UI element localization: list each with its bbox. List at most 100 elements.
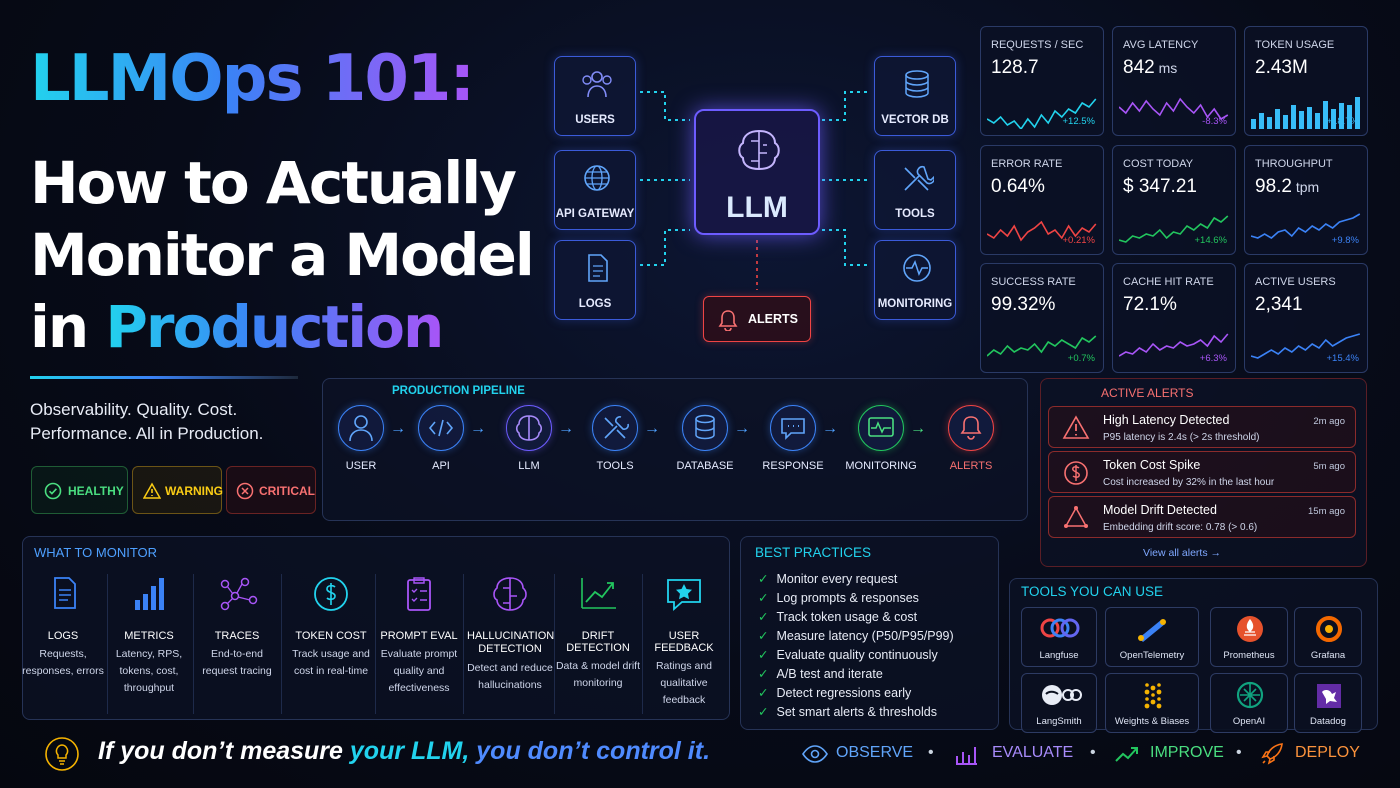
pipeline-step-user[interactable]	[338, 405, 384, 451]
monitor-item[interactable]: USER FEEDBACK Ratings and qualitative fee…	[641, 568, 727, 709]
sparkline-line	[1119, 215, 1229, 243]
tool-card[interactable]: Weights & Biases	[1105, 673, 1199, 733]
metric-value: 842 ms	[1123, 57, 1177, 79]
arch-api-gateway-node[interactable]: API GATEWAY	[554, 150, 636, 230]
pipeline-step-response[interactable]	[770, 405, 816, 451]
tools-icon	[604, 416, 629, 439]
best-practice-item: ✓ A/B test and iterate	[758, 666, 883, 681]
tool-card[interactable]: Prometheus	[1210, 607, 1288, 667]
monitor-item-desc: Track usage and cost in real-time	[292, 648, 370, 677]
title-line-4: in Production	[30, 294, 444, 360]
monitor-item[interactable]: METRICS Latency, RPS, tokens, cost, throu…	[106, 568, 194, 714]
tool-card[interactable]: OpenTelemetry	[1105, 607, 1199, 667]
metric-delta: +0.21%	[1062, 235, 1096, 246]
metric-card[interactable]: ACTIVE USERS 2,341 +15.4%	[1244, 263, 1368, 373]
best-practice-text: Monitor every request	[776, 572, 898, 586]
tool-card[interactable]: Langfuse	[1021, 607, 1097, 667]
arch-users-node[interactable]: USERS	[554, 56, 636, 136]
arch-logs-node[interactable]: LOGS	[554, 240, 636, 320]
pipeline-step-label: ALERTS	[949, 460, 993, 472]
alert-desc: P95 latency is 2.4s (> 2s threshold)	[1103, 432, 1260, 443]
monitor-item[interactable]: HALLUCINATION DETECTION Detect and reduce…	[467, 568, 555, 714]
alert-item[interactable]: High Latency Detected P95 latency is 2.4s…	[1048, 406, 1356, 448]
pipeline-step-alerts[interactable]	[948, 405, 994, 451]
tool-card[interactable]: OpenAI	[1210, 673, 1288, 733]
metric-card[interactable]: THROUGHPUT 98.2 tpm +9.8%	[1244, 145, 1368, 255]
tool-name: Prometheus	[1223, 650, 1275, 661]
sparkline-bar	[1331, 109, 1336, 129]
monitor-item[interactable]: LOGS Requests, responses, errors	[20, 568, 108, 714]
arch-tools-node[interactable]: TOOLS	[874, 150, 956, 230]
metric-number: 0.64%	[991, 176, 1045, 197]
check-icon: ✓	[758, 686, 769, 700]
tool-card[interactable]: Datadog	[1294, 673, 1362, 733]
check-icon: ✓	[758, 572, 769, 586]
pipeline-step-llm[interactable]	[506, 405, 552, 451]
alert-desc: Embedding drift score: 0.78 (> 0.6)	[1103, 522, 1258, 533]
subtitle-line-2: Performance. All in Production.	[30, 424, 264, 443]
metric-delta: +6.3%	[1199, 353, 1227, 364]
metric-card[interactable]: SUCCESS RATE 99.32% +0.7%	[980, 263, 1104, 373]
tool-card[interactable]: Grafana	[1294, 607, 1362, 667]
arch-logs-label: LOGS	[578, 298, 612, 310]
arch-alerts-node[interactable]: ALERTS	[703, 296, 811, 342]
monitor-item[interactable]: TRACES End-to-end request tracing	[194, 568, 282, 714]
monitor-item-desc: Latency, RPS, tokens, cost, throughput	[115, 648, 183, 694]
metric-number: 2,341	[1255, 294, 1303, 315]
alert-item[interactable]: Token Cost Spike Cost increased by 32% in…	[1048, 451, 1356, 493]
pipeline-arrow-icon: →	[644, 420, 660, 437]
pipeline-arrow-icon: →	[734, 420, 750, 437]
status-warning-badge: WARNING	[132, 466, 223, 514]
pipeline-step-tools[interactable]	[592, 405, 638, 451]
metric-card[interactable]: COST TODAY $ 347.21 +14.6%	[1112, 145, 1236, 255]
sparkline-bar	[1259, 113, 1264, 129]
metric-card[interactable]: ERROR RATE 0.64% +0.21%	[980, 145, 1104, 255]
footer-evaluate: EVALUATE	[992, 744, 1074, 761]
metric-value: 2.43M	[1255, 57, 1308, 79]
arch-vector-db-node[interactable]: VECTOR DB	[874, 56, 956, 136]
monitor-divider	[463, 574, 464, 714]
dollar-icon	[314, 577, 348, 611]
metric-card[interactable]: CACHE HIT RATE 72.1% +6.3%	[1112, 263, 1236, 373]
metric-card[interactable]: REQUESTS / SEC 128.7 +12.5%	[980, 26, 1104, 136]
feedback-star-icon	[667, 579, 701, 611]
pipeline-step-monitoring[interactable]	[858, 405, 904, 451]
metric-value: 72.1%	[1123, 294, 1177, 316]
pipeline-step-label: TOOLS	[596, 460, 634, 472]
view-all-alerts-link[interactable]: View all alerts →	[1143, 547, 1222, 559]
tools-icon	[904, 165, 934, 191]
monitor-item[interactable]: DRIFT DETECTION Data & model drift monito…	[555, 568, 643, 714]
tool-card[interactable]: LangSmith	[1021, 673, 1097, 733]
metric-value: 99.32%	[991, 294, 1055, 316]
pipeline-step-api[interactable]	[418, 405, 464, 451]
pipeline-step-label: API	[432, 460, 450, 472]
tools-title: TOOLS YOU CAN USE	[1021, 584, 1164, 599]
quote-part-1: If you don’t measure	[98, 737, 350, 765]
tool-name: OpenTelemetry	[1119, 650, 1185, 661]
pipeline-step-database[interactable]	[682, 405, 728, 451]
best-practice-item: ✓ Set smart alerts & thresholds	[758, 704, 937, 719]
alert-time: 2m ago	[1313, 416, 1345, 427]
monitor-item[interactable]: PROMPT EVAL Evaluate prompt quality and e…	[376, 568, 464, 714]
metric-title: THROUGHPUT	[1255, 158, 1333, 170]
sparkline-bar	[1291, 105, 1296, 129]
quote-part-2: your LLM,	[349, 737, 470, 765]
sparkline-bar	[1339, 103, 1344, 129]
monitor-item-label: PROMPT EVAL	[380, 630, 458, 642]
arch-monitoring-node[interactable]: MONITORING	[874, 240, 956, 320]
sparkline	[987, 335, 1097, 357]
metric-delta: +14.6%	[1194, 235, 1228, 246]
footer-deploy: DEPLOY	[1295, 744, 1360, 761]
arch-llm-node[interactable]: LLM	[694, 109, 820, 235]
monitor-item-label: TOKEN COST	[295, 630, 367, 642]
check-icon: ✓	[758, 610, 769, 624]
sparkline-bar	[1283, 115, 1288, 129]
wandb-logo	[1144, 683, 1162, 709]
monitor-item[interactable]: TOKEN COST Track usage and cost in real-t…	[288, 568, 376, 714]
monitor-divider	[193, 574, 194, 714]
alert-item[interactable]: Model Drift Detected Embedding drift scor…	[1048, 496, 1356, 538]
metric-card[interactable]: AVG LATENCY 842 ms -8.3%	[1112, 26, 1236, 136]
monitor-item-label: TRACES	[214, 630, 260, 642]
